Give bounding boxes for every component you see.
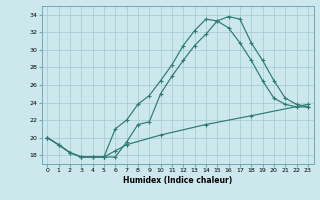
X-axis label: Humidex (Indice chaleur): Humidex (Indice chaleur) [123,176,232,185]
